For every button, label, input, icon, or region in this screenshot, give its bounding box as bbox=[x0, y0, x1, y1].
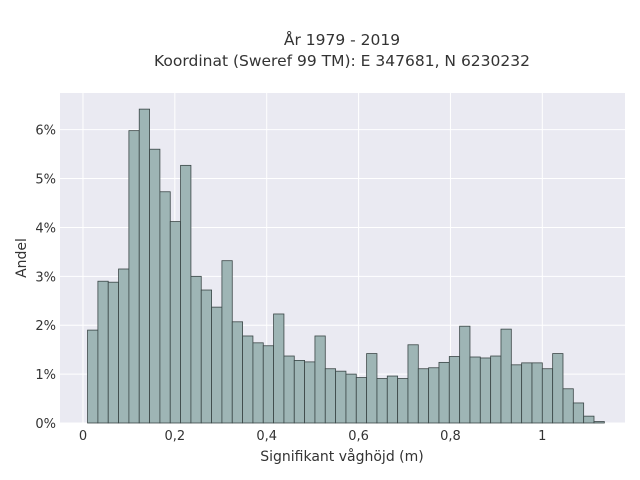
y-tick-labels: 0% 1% 2% 3% 4% 5% 6% bbox=[35, 124, 56, 432]
histogram-bar bbox=[211, 306, 223, 424]
y-tick-label: 3% bbox=[35, 270, 56, 285]
histogram-bar bbox=[376, 378, 388, 424]
histogram-bar bbox=[128, 130, 140, 424]
x-tick-label: 0 bbox=[79, 429, 87, 444]
y-tick-label: 0% bbox=[35, 417, 56, 432]
x-tick-label: 1 bbox=[538, 429, 546, 444]
histogram-bar bbox=[180, 164, 192, 424]
histogram-bar bbox=[293, 360, 306, 424]
histogram-bar bbox=[304, 361, 316, 424]
histogram-bar bbox=[366, 353, 378, 424]
x-tick-label: 0,2 bbox=[164, 429, 185, 444]
histogram-bar bbox=[324, 368, 337, 424]
y-tick-label: 4% bbox=[35, 221, 56, 236]
histogram-bar bbox=[283, 355, 295, 424]
histogram-bar bbox=[386, 375, 399, 424]
histogram-bar bbox=[562, 388, 574, 424]
histogram-bar bbox=[510, 364, 523, 424]
histogram-bar bbox=[541, 368, 554, 424]
histogram-bar bbox=[593, 421, 605, 424]
bars bbox=[87, 108, 605, 424]
histogram-bar bbox=[521, 362, 533, 424]
histogram-bar bbox=[407, 344, 419, 424]
y-tick-label: 6% bbox=[35, 124, 56, 139]
histogram-bar bbox=[583, 415, 595, 424]
histogram-bar bbox=[469, 356, 481, 424]
histogram-bar bbox=[479, 357, 492, 424]
histogram-bar bbox=[314, 335, 326, 424]
x-tick-labels: 0 0,2 0,4 0,6 0,8 1 bbox=[79, 429, 547, 444]
histogram-bar bbox=[169, 221, 181, 424]
y-tick-label: 5% bbox=[35, 173, 56, 188]
histogram-bar bbox=[273, 313, 285, 424]
histogram-bar bbox=[159, 191, 171, 424]
histogram-bar bbox=[190, 275, 202, 424]
histogram-bar bbox=[572, 402, 585, 424]
histogram-bar bbox=[490, 355, 502, 424]
histogram-bar bbox=[87, 329, 99, 424]
histogram-bar bbox=[397, 378, 409, 424]
histogram-bar bbox=[345, 373, 357, 424]
chart-title-line2: Koordinat (Sweref 99 TM): E 347681, N 62… bbox=[154, 52, 530, 70]
histogram-bar bbox=[200, 289, 212, 424]
chart-title-line1: År 1979 - 2019 bbox=[284, 30, 400, 49]
histogram-bar bbox=[221, 260, 233, 424]
histogram-bar bbox=[438, 361, 450, 424]
histogram-bar bbox=[138, 108, 150, 424]
x-tick-label: 0,4 bbox=[256, 429, 277, 444]
x-tick-label: 0,8 bbox=[440, 429, 461, 444]
x-axis-label: Signifikant våghöjd (m) bbox=[260, 448, 423, 465]
histogram-bar bbox=[231, 321, 243, 424]
histogram-bar bbox=[252, 342, 264, 424]
histogram-bar bbox=[428, 367, 440, 424]
histogram-bar bbox=[262, 345, 274, 424]
histogram-bar bbox=[149, 148, 161, 424]
histogram-bar bbox=[448, 356, 461, 424]
histogram-bar bbox=[500, 328, 512, 424]
histogram-bar bbox=[97, 280, 109, 424]
histogram-bar bbox=[459, 325, 471, 424]
histogram-bar bbox=[355, 377, 368, 424]
histogram-bar bbox=[118, 268, 130, 424]
histogram-bar bbox=[107, 281, 119, 424]
y-axis-label: Andel bbox=[14, 238, 30, 278]
y-tick-label: 2% bbox=[35, 319, 56, 334]
histogram-bar bbox=[335, 370, 347, 424]
histogram-bar bbox=[531, 362, 543, 424]
x-tick-label: 0,6 bbox=[348, 429, 369, 444]
histogram-bar bbox=[417, 368, 430, 424]
histogram-bar bbox=[242, 335, 254, 424]
y-tick-label: 1% bbox=[35, 368, 56, 383]
histogram-bar bbox=[552, 353, 564, 424]
